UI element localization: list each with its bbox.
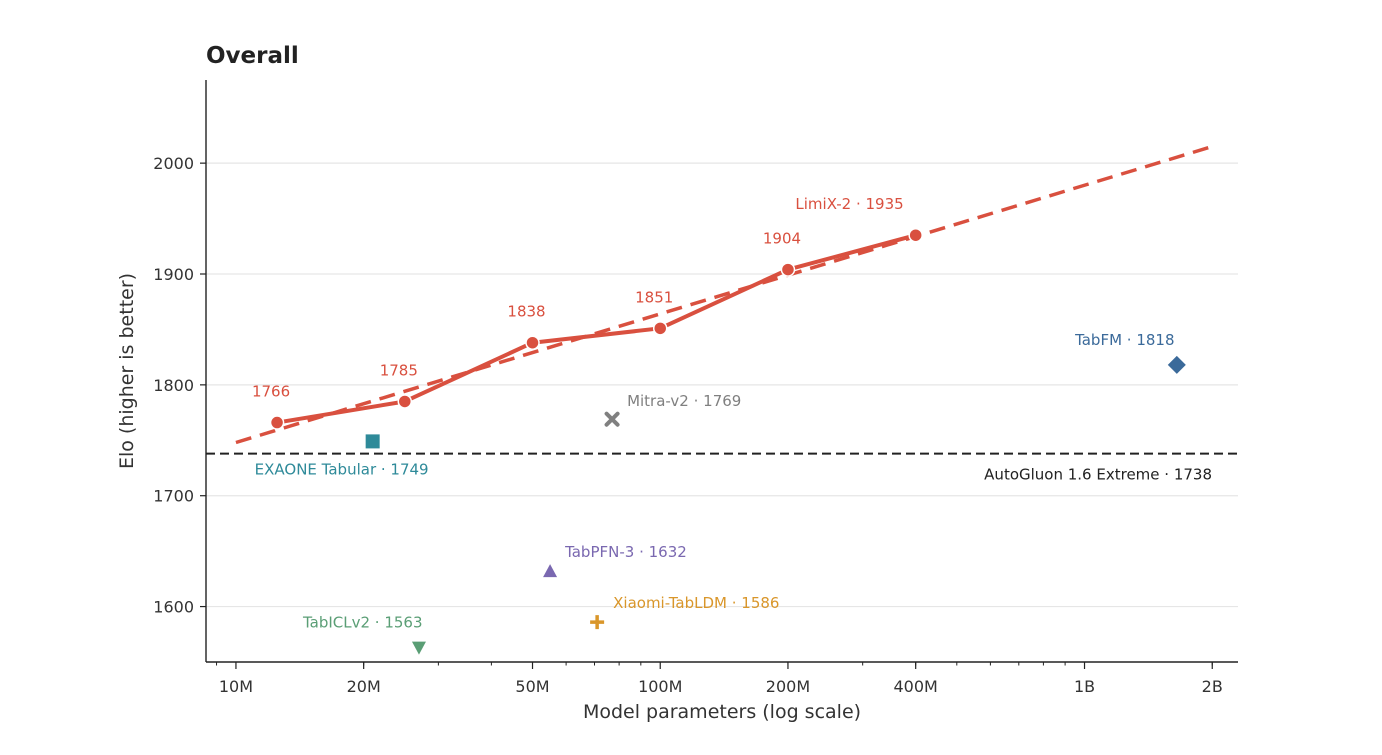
limix-point-label: 1785	[380, 361, 418, 379]
x-axis-label: Model parameters (log scale)	[583, 701, 861, 723]
limix-point-label: 1904	[763, 230, 801, 248]
limix-point-label: 1766	[252, 383, 290, 401]
y-tick-label: 1800	[153, 376, 194, 395]
model-label: TabPFN-3 · 1632	[564, 543, 687, 561]
model-label: Xiaomi-TabLDM · 1586	[613, 594, 779, 612]
y-tick-label: 1700	[153, 487, 194, 506]
y-axis-label: Elo (higher is better)	[116, 273, 138, 469]
limix-point	[652, 321, 668, 336]
y-tick-label: 1600	[153, 598, 194, 617]
model-label: TabICLv2 · 1563	[302, 614, 423, 632]
y-tick-label: 2000	[153, 154, 194, 173]
limix-point	[525, 335, 540, 350]
grid-lines	[206, 162, 1238, 608]
reference-line-group: AutoGluon 1.6 Extreme · 1738	[206, 452, 1238, 484]
limix-point-label: 1838	[507, 303, 545, 321]
model-label: EXAONE Tabular · 1749	[255, 460, 429, 478]
tabpfn-marker	[543, 564, 558, 578]
point-labels-group: 1766 1785 1838 1851 1904 LimiX-2 · 1935 EXAONE…	[252, 195, 1175, 631]
model-label: TabFM · 1818	[1074, 331, 1174, 349]
tabicl-marker	[411, 641, 426, 655]
limix-series-line	[275, 233, 918, 425]
x-tick-label: 20M	[347, 677, 381, 696]
series-group	[235, 144, 1213, 445]
trend-line	[235, 144, 1213, 445]
limix-point	[908, 227, 923, 243]
y-tick-label: 1900	[153, 265, 194, 284]
axes: 1600 1700 1800 1900 2000 10M 20M 50M 100M 200M 400…	[153, 80, 1238, 696]
model-label: Mitra-v2 · 1769	[627, 392, 741, 410]
autogluon-reference-label: AutoGluon 1.6 Extreme · 1738	[984, 466, 1212, 484]
mitra-marker	[604, 411, 620, 427]
x-tick-label: 50M	[515, 677, 549, 696]
x-tick-label: 400M	[894, 677, 938, 696]
markers-group	[269, 227, 1186, 655]
limix-point	[269, 415, 285, 430]
limix-point-label: LimiX-2 · 1935	[795, 195, 903, 213]
x-tick-label: 200M	[766, 677, 810, 696]
limix-point	[397, 394, 413, 409]
chart-title: Overall	[206, 43, 299, 69]
x-tick-label: 2B	[1202, 677, 1223, 696]
x-tick-label: 100M	[638, 677, 682, 696]
exaone-marker	[365, 434, 380, 449]
xiaomi-marker	[590, 615, 605, 630]
x-tick-label: 1B	[1074, 677, 1095, 696]
x-tick-label: 10M	[219, 677, 253, 696]
limix-point	[780, 262, 796, 277]
limix-point-label: 1851	[635, 288, 673, 306]
tabfm-marker	[1167, 355, 1186, 374]
